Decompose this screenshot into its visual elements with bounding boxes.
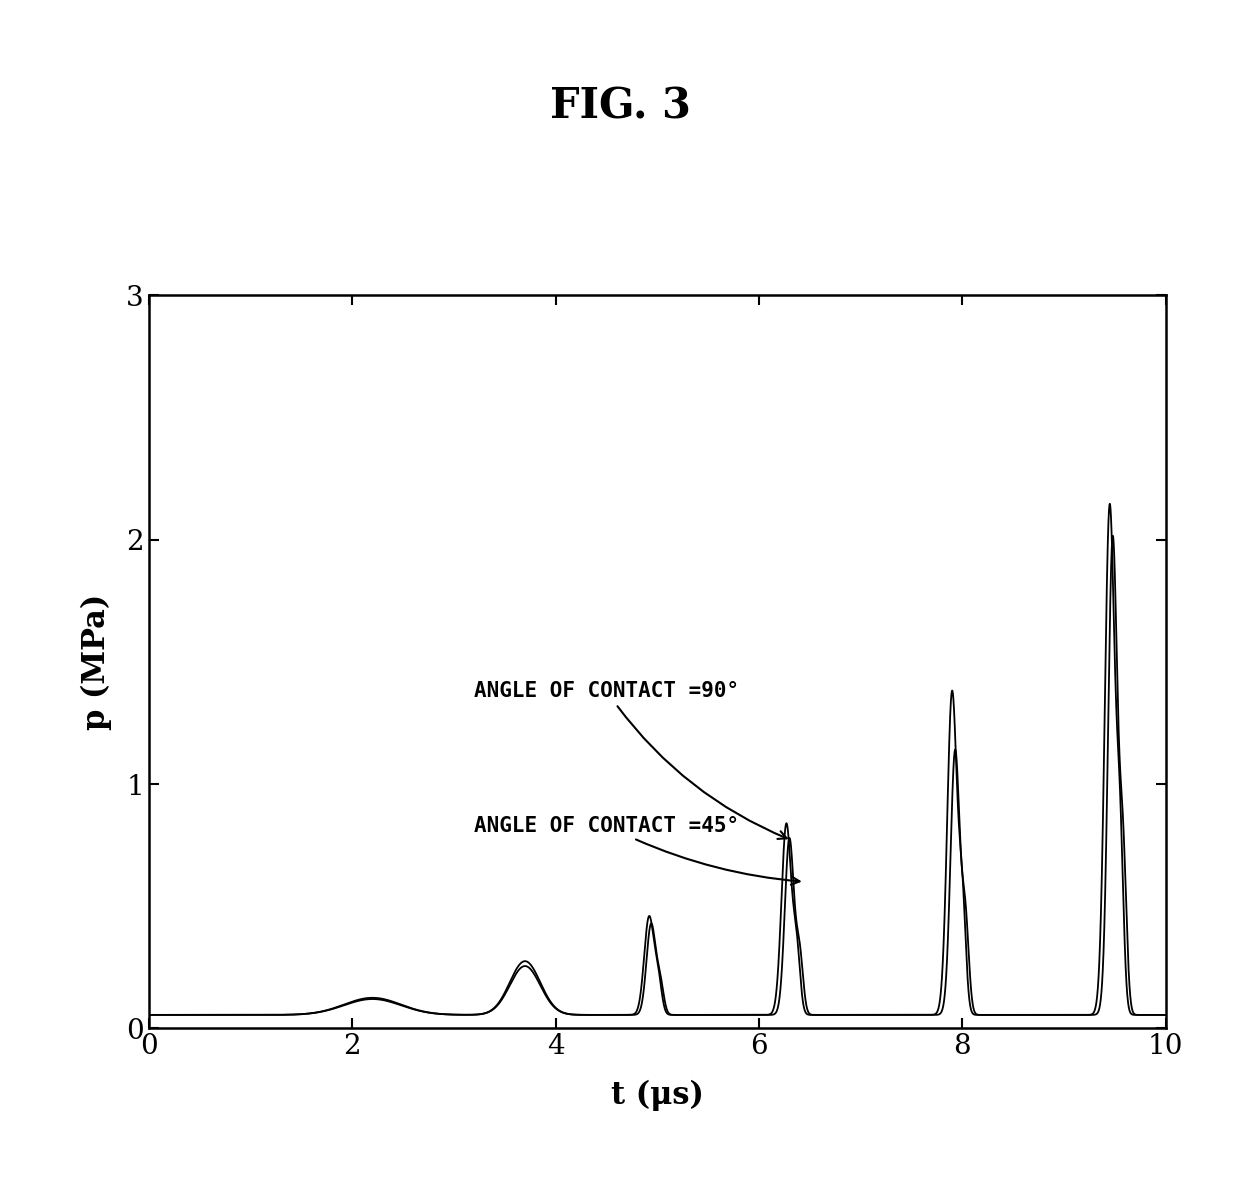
Text: FIG. 3: FIG. 3 (549, 85, 691, 128)
Text: ANGLE OF CONTACT =45°: ANGLE OF CONTACT =45° (474, 816, 800, 885)
Y-axis label: p (MPa): p (MPa) (81, 593, 113, 730)
Text: ANGLE OF CONTACT =90°: ANGLE OF CONTACT =90° (474, 681, 786, 839)
X-axis label: t (μs): t (μs) (611, 1079, 703, 1111)
